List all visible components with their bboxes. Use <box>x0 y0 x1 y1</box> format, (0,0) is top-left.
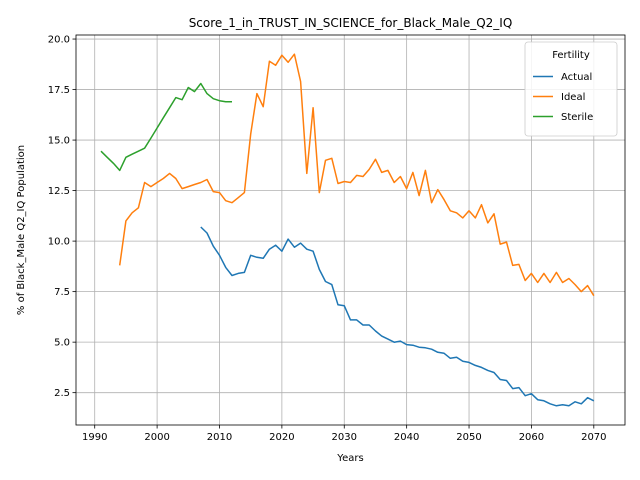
x-tick-label: 2000 <box>144 432 169 443</box>
x-tick-label: 2050 <box>456 432 481 443</box>
y-tick-label: 2.5 <box>54 388 70 399</box>
x-axis-label: Years <box>336 453 363 464</box>
series-line-actual <box>200 226 595 407</box>
legend-label-ideal: Ideal <box>561 92 585 103</box>
x-tick-label: 2040 <box>394 432 419 443</box>
legend-box <box>524 41 618 137</box>
series-layer <box>100 53 595 407</box>
y-axis-ticks: 2.5 5.0 7.5 10.0 12.5 15.0 17.5 20.0 <box>48 35 76 399</box>
plot-frame <box>75 34 626 426</box>
x-tick-label: 2020 <box>269 432 294 443</box>
x-tick-label: 2030 <box>332 432 357 443</box>
x-axis-ticks: 1990 2000 2010 2020 2030 2040 2050 2060 2070 <box>82 425 607 443</box>
y-axis-label: % of Black_Male Q2_IQ Population <box>16 145 27 315</box>
legend-title: Fertility <box>552 50 590 61</box>
y-tick-label: 10.0 <box>48 237 70 248</box>
legend-label-sterile: Sterile <box>561 112 593 123</box>
y-tick-label: 20.0 <box>48 35 70 46</box>
y-tick-label: 5.0 <box>54 338 70 349</box>
legend: Fertility Actual Ideal Sterile <box>524 41 618 137</box>
x-tick-label: 2060 <box>519 432 544 443</box>
x-tick-label: 1990 <box>82 432 107 443</box>
series-line-sterile <box>100 82 232 172</box>
y-tick-label: 12.5 <box>48 186 70 197</box>
y-tick-label: 15.0 <box>48 136 70 147</box>
legend-label-actual: Actual <box>561 72 592 83</box>
y-tick-label: 17.5 <box>48 85 70 96</box>
x-tick-label: 2010 <box>207 432 232 443</box>
y-tick-label: 7.5 <box>54 287 70 298</box>
chart-title: Score_1_in_TRUST_IN_SCIENCE_for_Black_Ma… <box>189 16 513 30</box>
series-line-ideal <box>118 53 595 297</box>
x-tick-label: 2070 <box>581 432 606 443</box>
